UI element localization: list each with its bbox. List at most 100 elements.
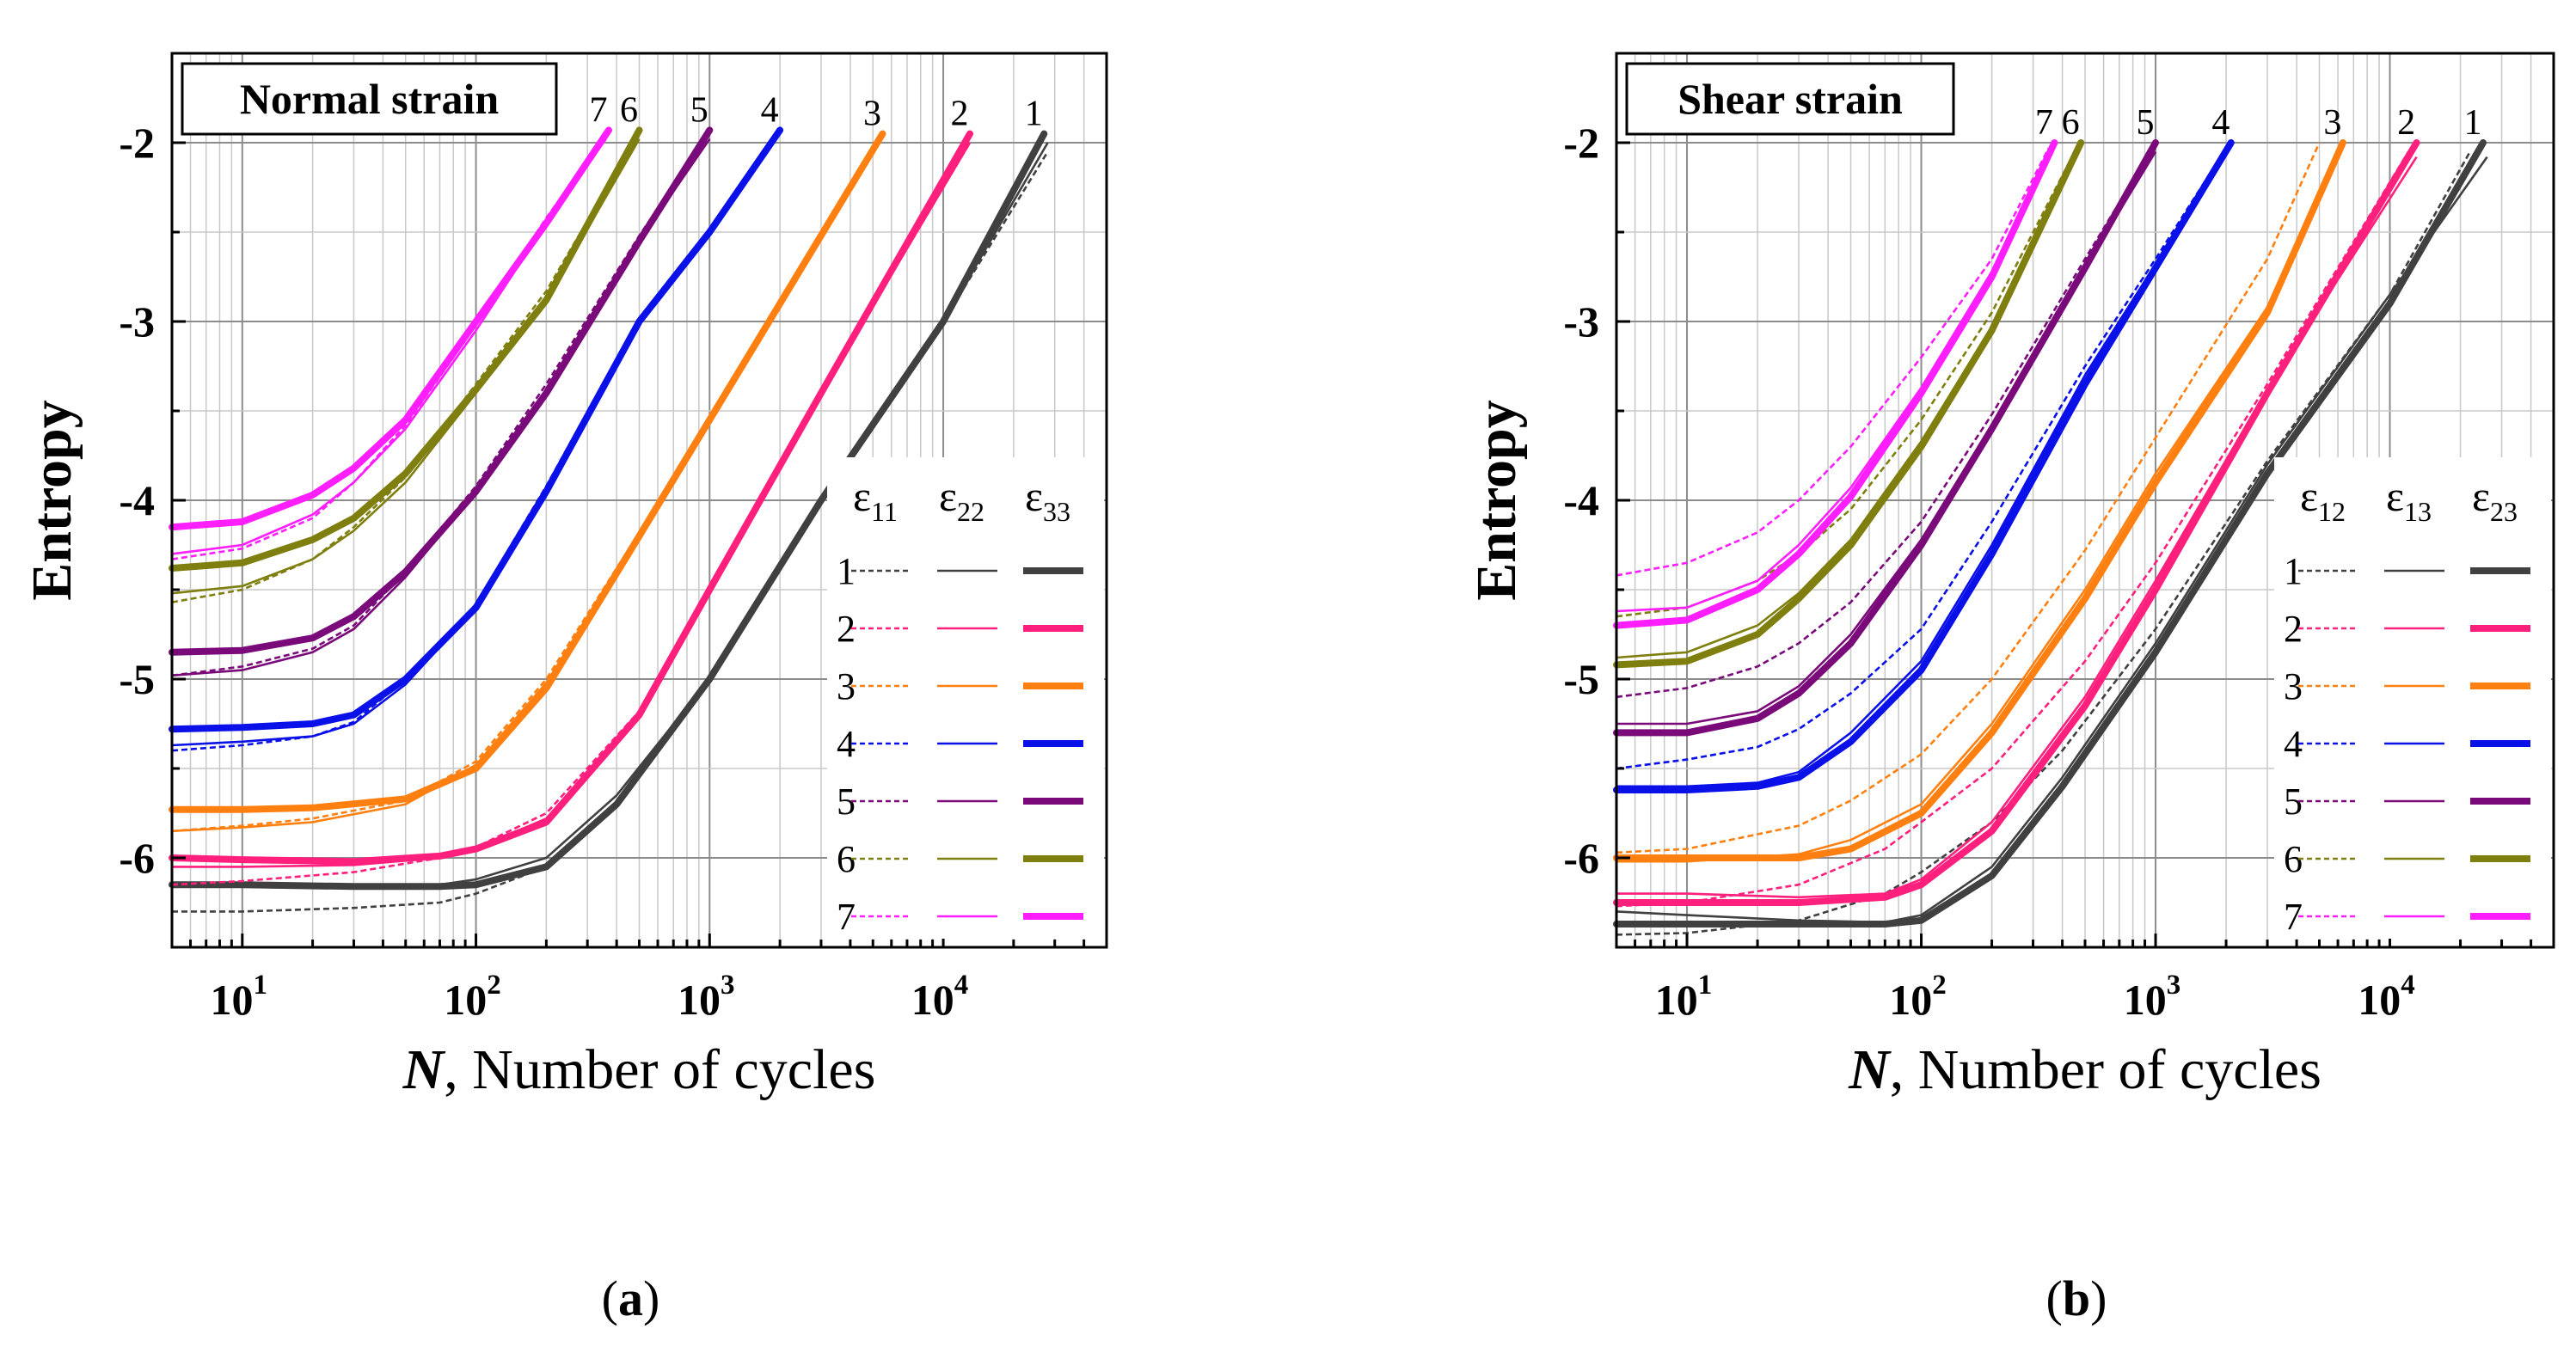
y-tick-label: -2	[1563, 119, 1599, 167]
series-7-dashed-line	[1616, 147, 2050, 577]
x-tick-exponent: 1	[254, 970, 268, 1001]
x-tick-base: 10	[211, 976, 254, 1024]
x-tick-base: 10	[678, 976, 721, 1024]
title-box	[1625, 62, 1955, 136]
panel-label: (b)	[2046, 1270, 2107, 1326]
chart-title: Shear strain	[1677, 75, 1903, 123]
legend-header-subscript: 22	[957, 496, 984, 527]
series-5-thick-line	[169, 126, 714, 656]
series-7-thick-line	[1613, 139, 2058, 629]
x-tick-base: 10	[444, 976, 487, 1024]
y-tick-label: -6	[119, 834, 155, 882]
y-tick-label: -6	[1563, 834, 1599, 882]
series-4	[169, 126, 784, 752]
panel-label-open: (	[602, 1270, 618, 1326]
chart-title: Normal strain	[240, 75, 500, 123]
series-5-dashed-line	[1616, 150, 2152, 699]
x-tick-label: 104	[911, 970, 969, 1024]
x-tick-label: 101	[1655, 970, 1713, 1024]
x-tick-label: 104	[2358, 970, 2415, 1024]
x-tick-label: 101	[211, 970, 268, 1024]
series-end-label: 4	[761, 90, 779, 130]
legend-header-subscript: 33	[1043, 496, 1070, 527]
series-end-label: 1	[1025, 95, 1043, 134]
x-axis-text: , Number of cycles	[444, 1038, 875, 1101]
legend-row-label: 1	[2284, 550, 2303, 592]
series-end-label: 2	[2397, 103, 2415, 143]
x-tick-exponent: 3	[2167, 970, 2181, 1001]
legend-background	[2274, 457, 2551, 939]
series-6-dashed-line	[171, 138, 636, 603]
series-3	[169, 130, 886, 833]
series-2	[1613, 139, 2420, 908]
y-tick-label: -4	[1563, 476, 1599, 524]
y-tick-label: -2	[119, 119, 155, 167]
legend-header-subscript: 13	[2404, 496, 2432, 527]
series-5	[1613, 139, 2159, 737]
series-2-thick-line	[1613, 139, 2420, 906]
legend-header: ε23	[2472, 472, 2518, 527]
legend-row-label: 4	[837, 723, 856, 765]
legend-header: ε13	[2386, 472, 2432, 527]
series-end-label: 5	[2137, 103, 2155, 143]
series-1-thick-line	[169, 130, 1048, 891]
y-tick-label: -4	[119, 476, 155, 524]
x-tick-base: 10	[2124, 976, 2167, 1024]
series-end-label: 6	[620, 90, 638, 130]
series-4-thick-line	[1613, 139, 2235, 793]
series-2	[169, 130, 973, 886]
series-1	[169, 130, 1049, 913]
series-end-label: 3	[863, 95, 881, 134]
x-tick-base: 10	[1889, 976, 1932, 1024]
x-tick-exponent: 4	[2401, 970, 2415, 1001]
legend-header-subscript: 12	[2318, 496, 2346, 527]
legend-header-symbol: ε	[2300, 472, 2318, 520]
legend-row-label: 1	[837, 550, 856, 592]
series-7-thick-line	[169, 126, 612, 531]
legend-header: ε11	[853, 472, 898, 527]
series-2-thick-line	[169, 130, 973, 866]
series-7-dashed-line	[171, 138, 604, 560]
legend-header: ε33	[1025, 472, 1070, 527]
legend-header-symbol: ε	[2472, 472, 2490, 520]
legend-header: ε12	[2300, 472, 2346, 527]
legend-header-symbol: ε	[2386, 472, 2404, 520]
series-3-thick-line	[169, 130, 886, 813]
x-axis-label: N, Number of cycles	[1848, 1038, 2321, 1101]
legend-row-label: 2	[837, 608, 856, 650]
series-2-dashed-line	[1616, 150, 2410, 908]
x-tick-label: 102	[1889, 970, 1947, 1024]
series-5	[169, 126, 714, 677]
x-tick-base: 10	[2358, 976, 2401, 1024]
x-tick-exponent: 4	[954, 970, 969, 1001]
legend-row-label: 4	[2284, 723, 2303, 765]
series-6	[1613, 139, 2085, 669]
series-7	[1613, 139, 2058, 629]
x-tick-exponent: 2	[487, 970, 501, 1001]
legend-row-label: 6	[2284, 838, 2303, 880]
legend-row-label: 3	[2284, 665, 2303, 707]
series-end-label: 1	[2463, 103, 2481, 143]
legend-header-subscript: 11	[871, 496, 898, 527]
legend-row-label: 7	[837, 896, 856, 938]
series-4-dashed-line	[1616, 147, 2228, 770]
series-end-label: 5	[690, 90, 708, 130]
series-end-label: 6	[2062, 103, 2080, 143]
legend-header-symbol: ε	[1025, 472, 1043, 520]
x-axis-label: N, Number of cycles	[402, 1038, 876, 1101]
series-lines	[1613, 139, 2488, 936]
panel-label-close: )	[2090, 1270, 2107, 1326]
series-lines	[169, 126, 1049, 913]
y-axis-label: Entropy	[1465, 400, 1528, 601]
panel-label-open: (	[2046, 1270, 2063, 1326]
series-end-label: 7	[2035, 103, 2053, 143]
legend-row-label: 5	[837, 781, 856, 823]
y-tick-label: -3	[1563, 297, 1599, 346]
y-axis-label: Entropy	[21, 400, 83, 601]
x-tick-label: 103	[678, 970, 735, 1024]
series-5-thick-line	[1613, 139, 2159, 737]
series-3-dashed-line	[1616, 142, 2321, 854]
y-tick-label: -5	[119, 655, 155, 703]
